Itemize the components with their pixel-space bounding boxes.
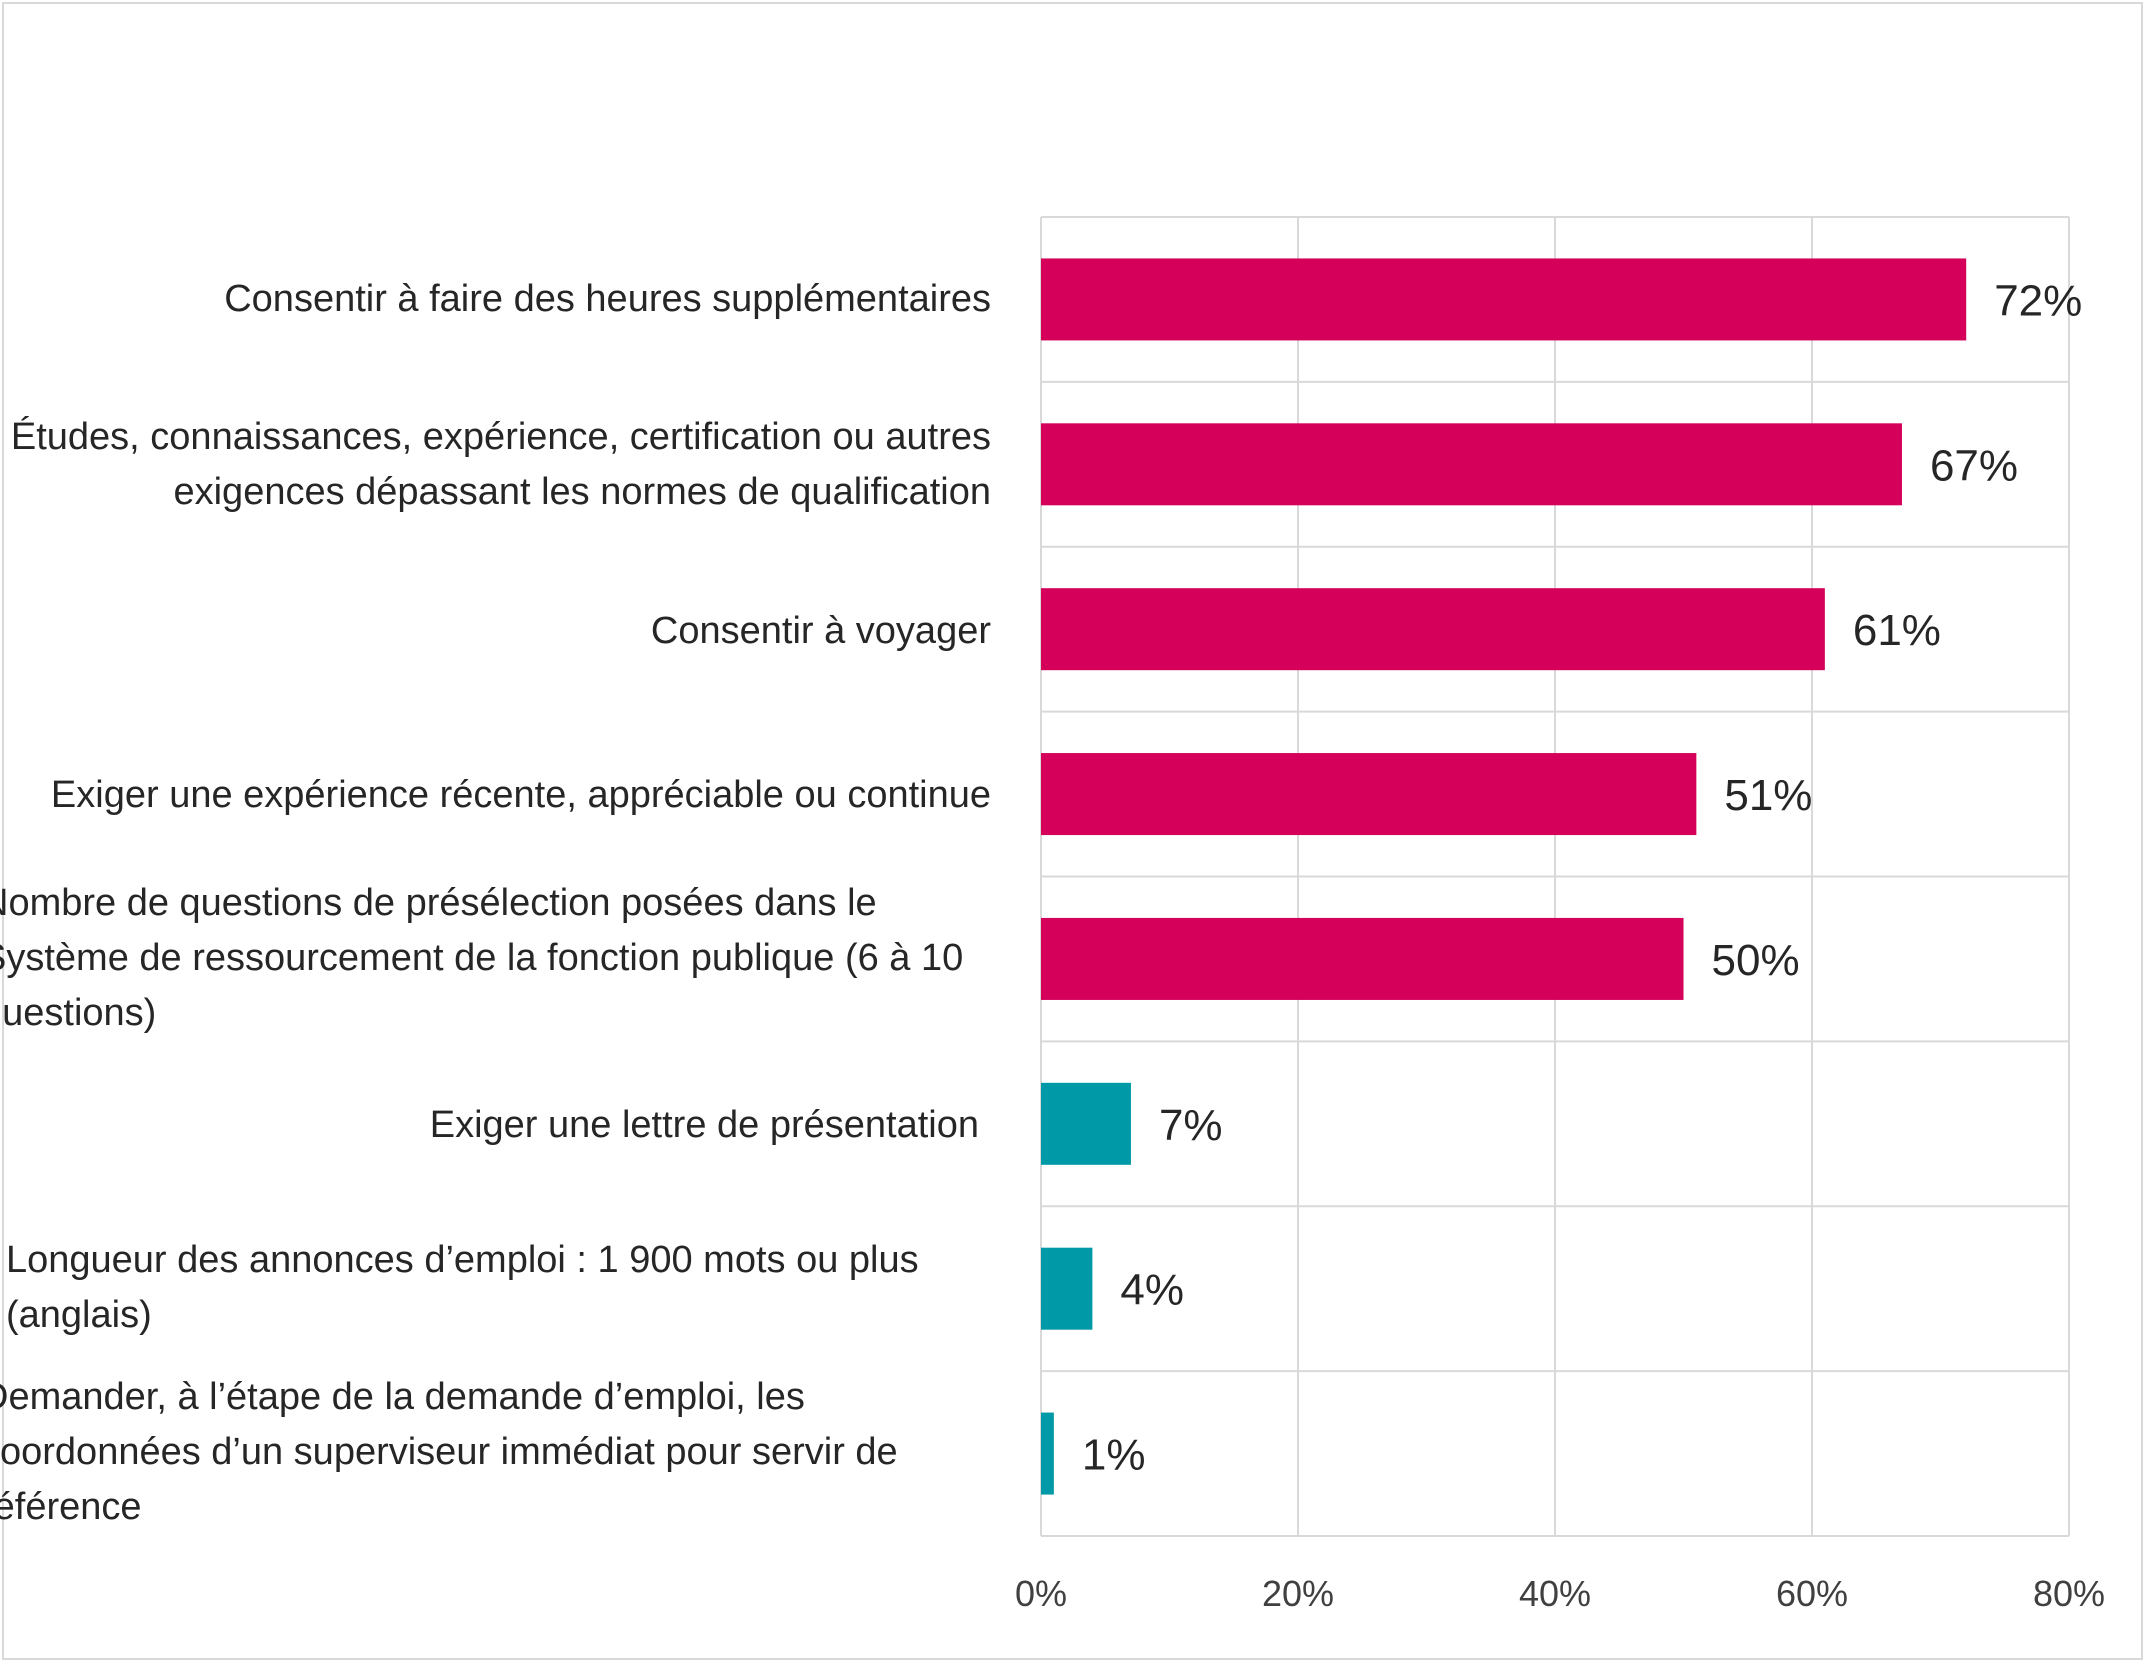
- data-label: 51%: [1724, 771, 1812, 820]
- bar: [1041, 917, 1684, 1000]
- bar: [1041, 1082, 1131, 1165]
- data-label: 1%: [1082, 1431, 1146, 1480]
- value-labels: 72% 67% 61% 51% 50% 7% 4% 1%: [1082, 276, 2082, 1479]
- category-label-job-ad-length: Longueur des annonces d’emploi : 1 900 m…: [6, 1239, 919, 1336]
- bars: [1041, 258, 1967, 1495]
- x-tick-labels: 0% 20% 40% 60% 80%: [1015, 1573, 2105, 1614]
- category-label-cover-letter: Exiger une lettre de présentation: [429, 1104, 979, 1146]
- category-label-overtime: Consentir à faire des heures supplémenta…: [224, 278, 991, 320]
- category-label-supervisor-reference: Demander, à l’étape de la demande d’empl…: [0, 1376, 898, 1528]
- bar: [1041, 1412, 1054, 1495]
- x-tick-label: 60%: [1776, 1573, 1848, 1614]
- x-tick-label: 20%: [1262, 1573, 1334, 1614]
- bar: [1041, 423, 1902, 506]
- category-label-travel: Consentir à voyager: [650, 610, 991, 652]
- bar-chart: 72% 67% 61% 51% 50% 7% 4% 1% 0% 20% 40% 60% 80%: [1015, 216, 2105, 1614]
- data-label: 61%: [1853, 606, 1941, 655]
- category-label-qualifications: Études, connaissances, expérience, certi…: [10, 416, 991, 513]
- grid-lines: [1040, 216, 2070, 1537]
- bar: [1041, 258, 1967, 341]
- bar: [1041, 588, 1825, 671]
- data-label: 50%: [1712, 936, 1800, 985]
- x-tick-label: 80%: [2033, 1573, 2105, 1614]
- data-label: 72%: [1994, 276, 2082, 325]
- x-tick-label: 0%: [1015, 1573, 1067, 1614]
- category-label-recent-experience: Exiger une expérience récente, appréciab…: [50, 774, 991, 816]
- data-label: 7%: [1159, 1101, 1223, 1150]
- data-label: 67%: [1930, 441, 2018, 490]
- bar: [1041, 753, 1697, 836]
- x-tick-label: 40%: [1519, 1573, 1591, 1614]
- data-label: 4%: [1120, 1266, 1184, 1315]
- category-label-screening-questions: Nombre de questions de présélection posé…: [0, 882, 964, 1034]
- bar: [1041, 1247, 1093, 1330]
